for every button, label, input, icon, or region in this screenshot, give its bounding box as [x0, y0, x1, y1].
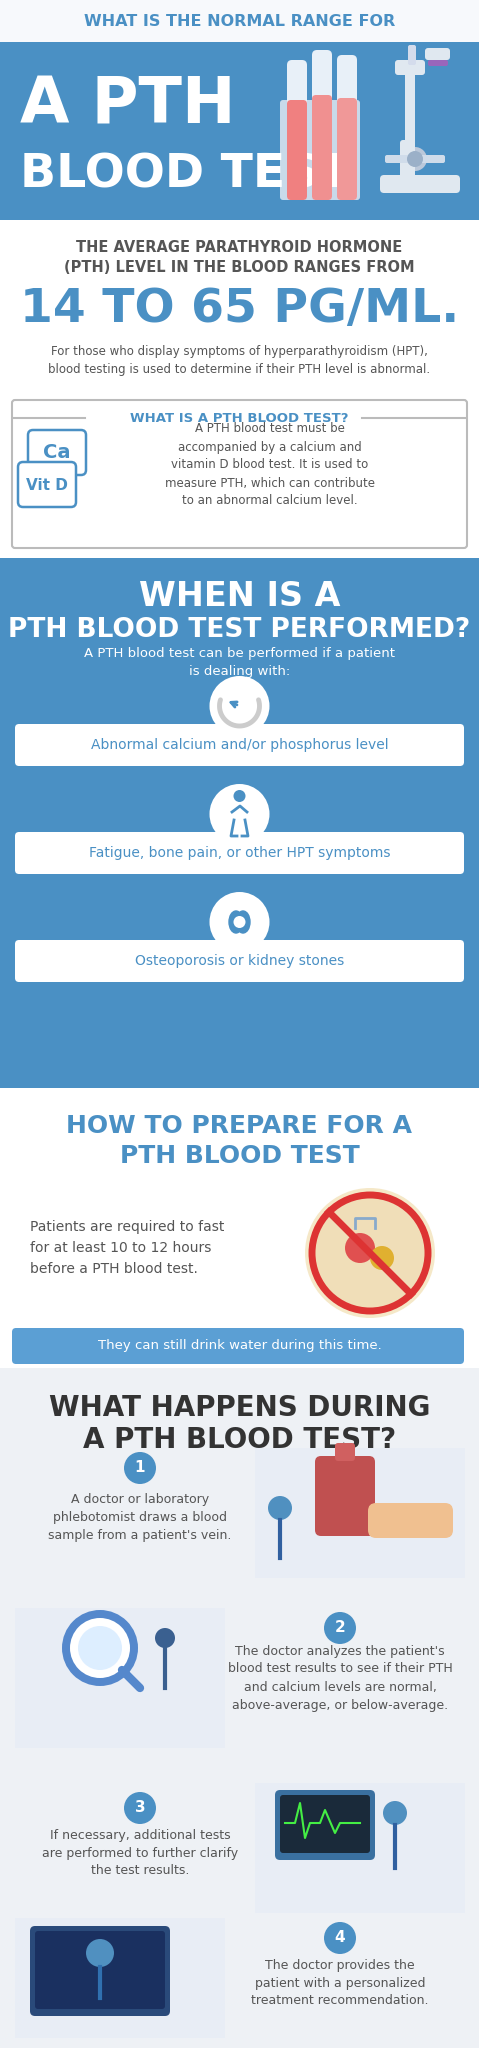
Circle shape: [209, 893, 270, 952]
FancyBboxPatch shape: [28, 430, 86, 475]
Circle shape: [209, 784, 270, 844]
Text: If necessary, additional tests
are performed to further clarify
the test results: If necessary, additional tests are perfo…: [42, 1829, 238, 1878]
FancyBboxPatch shape: [408, 45, 416, 66]
FancyBboxPatch shape: [15, 940, 464, 981]
Text: HOW TO PREPARE FOR A: HOW TO PREPARE FOR A: [67, 1114, 412, 1139]
Circle shape: [370, 1245, 394, 1270]
FancyBboxPatch shape: [315, 1456, 375, 1536]
Text: WHAT IS A PTH BLOOD TEST?: WHAT IS A PTH BLOOD TEST?: [130, 412, 349, 424]
Text: A PTH: A PTH: [20, 74, 236, 135]
FancyBboxPatch shape: [35, 1931, 165, 2009]
FancyBboxPatch shape: [337, 98, 357, 201]
FancyBboxPatch shape: [337, 55, 357, 201]
Text: A PTH BLOOD TEST?: A PTH BLOOD TEST?: [83, 1425, 396, 1454]
FancyBboxPatch shape: [280, 1794, 370, 1853]
Text: The doctor provides the
patient with a personalized
treatment recommendation.: The doctor provides the patient with a p…: [251, 1958, 429, 2007]
FancyBboxPatch shape: [15, 831, 464, 874]
FancyBboxPatch shape: [0, 557, 479, 1087]
Text: For those who display symptoms of hyperparathyroidism (HPT),: For those who display symptoms of hyperp…: [51, 346, 428, 358]
Text: They can still drink water during this time.: They can still drink water during this t…: [98, 1339, 381, 1352]
Circle shape: [383, 1800, 407, 1825]
Text: Vit D: Vit D: [26, 477, 68, 492]
Text: Osteoporosis or kidney stones: Osteoporosis or kidney stones: [135, 954, 344, 969]
Text: (PTH) LEVEL IN THE BLOOD RANGES FROM: (PTH) LEVEL IN THE BLOOD RANGES FROM: [64, 260, 415, 276]
Circle shape: [324, 1921, 356, 1954]
Circle shape: [86, 1939, 114, 1966]
Text: 14 TO 65 PG/ML.: 14 TO 65 PG/ML.: [20, 287, 459, 332]
FancyBboxPatch shape: [0, 219, 479, 395]
FancyBboxPatch shape: [12, 1327, 464, 1364]
FancyBboxPatch shape: [312, 49, 332, 201]
Circle shape: [78, 1626, 122, 1669]
Text: A doctor or laboratory
phlebotomist draws a blood
sample from a patient's vein.: A doctor or laboratory phlebotomist draw…: [48, 1493, 232, 1542]
FancyBboxPatch shape: [395, 59, 425, 76]
Circle shape: [233, 791, 246, 803]
FancyBboxPatch shape: [275, 1790, 375, 1860]
Text: Abnormal calcium and/or phosphorus level: Abnormal calcium and/or phosphorus level: [91, 737, 388, 752]
FancyBboxPatch shape: [312, 94, 332, 201]
FancyBboxPatch shape: [0, 43, 479, 219]
FancyBboxPatch shape: [400, 139, 415, 180]
Text: A PTH blood test can be performed if a patient
is dealing with:: A PTH blood test can be performed if a p…: [84, 647, 395, 678]
FancyBboxPatch shape: [425, 47, 450, 59]
Text: BLOOD TEST: BLOOD TEST: [20, 152, 352, 197]
FancyBboxPatch shape: [368, 1503, 453, 1538]
Circle shape: [403, 147, 427, 170]
Text: 4: 4: [335, 1931, 345, 1946]
Text: 2: 2: [335, 1620, 345, 1636]
FancyBboxPatch shape: [405, 66, 415, 145]
Text: Fatigue, bone pain, or other HPT symptoms: Fatigue, bone pain, or other HPT symptom…: [89, 846, 390, 860]
Text: PTH BLOOD TEST: PTH BLOOD TEST: [120, 1145, 359, 1167]
Text: blood testing is used to determine if their PTH level is abnormal.: blood testing is used to determine if th…: [48, 362, 431, 377]
Text: WHAT IS THE NORMAL RANGE FOR: WHAT IS THE NORMAL RANGE FOR: [84, 14, 395, 29]
FancyBboxPatch shape: [428, 59, 448, 66]
Text: 3: 3: [135, 1800, 145, 1815]
Ellipse shape: [229, 911, 243, 934]
FancyBboxPatch shape: [30, 1925, 170, 2015]
Text: Ca: Ca: [43, 444, 71, 463]
Text: 1: 1: [135, 1460, 145, 1475]
Circle shape: [305, 1188, 435, 1319]
FancyBboxPatch shape: [18, 463, 76, 508]
Circle shape: [209, 676, 270, 735]
Circle shape: [324, 1612, 356, 1645]
FancyBboxPatch shape: [15, 725, 464, 766]
Text: PTH BLOOD TEST PERFORMED?: PTH BLOOD TEST PERFORMED?: [8, 616, 471, 643]
Circle shape: [124, 1792, 156, 1825]
FancyBboxPatch shape: [255, 1784, 465, 1913]
Text: THE AVERAGE PARATHYROID HORMONE: THE AVERAGE PARATHYROID HORMONE: [76, 240, 403, 256]
Ellipse shape: [236, 911, 250, 934]
FancyBboxPatch shape: [385, 156, 445, 164]
FancyBboxPatch shape: [335, 1444, 355, 1460]
Circle shape: [315, 1198, 425, 1309]
FancyBboxPatch shape: [0, 395, 479, 555]
Text: Patients are required to fast
for at least 10 to 12 hours
before a PTH blood tes: Patients are required to fast for at lea…: [30, 1221, 224, 1276]
FancyBboxPatch shape: [0, 0, 479, 43]
FancyBboxPatch shape: [255, 1448, 465, 1579]
Circle shape: [268, 1495, 292, 1520]
FancyBboxPatch shape: [0, 1087, 479, 1368]
Text: The doctor analyzes the patient's
blood test results to see if their PTH
and cal: The doctor analyzes the patient's blood …: [228, 1645, 452, 1712]
Circle shape: [155, 1628, 175, 1649]
FancyBboxPatch shape: [15, 1608, 225, 1749]
Text: WHEN IS A: WHEN IS A: [139, 580, 340, 612]
Text: WHAT HAPPENS DURING: WHAT HAPPENS DURING: [49, 1395, 430, 1421]
FancyBboxPatch shape: [287, 100, 307, 201]
FancyBboxPatch shape: [0, 1368, 479, 2048]
Circle shape: [124, 1452, 156, 1485]
FancyBboxPatch shape: [15, 1919, 225, 2038]
Text: A PTH blood test must be
accompanied by a calcium and
vitamin D blood test. It i: A PTH blood test must be accompanied by …: [165, 422, 375, 508]
Circle shape: [62, 1610, 138, 1686]
Circle shape: [233, 915, 246, 928]
FancyBboxPatch shape: [380, 174, 460, 193]
FancyBboxPatch shape: [287, 59, 307, 201]
FancyBboxPatch shape: [12, 399, 467, 549]
Circle shape: [70, 1618, 130, 1677]
FancyBboxPatch shape: [280, 100, 360, 201]
Circle shape: [407, 152, 423, 168]
Circle shape: [345, 1233, 375, 1264]
